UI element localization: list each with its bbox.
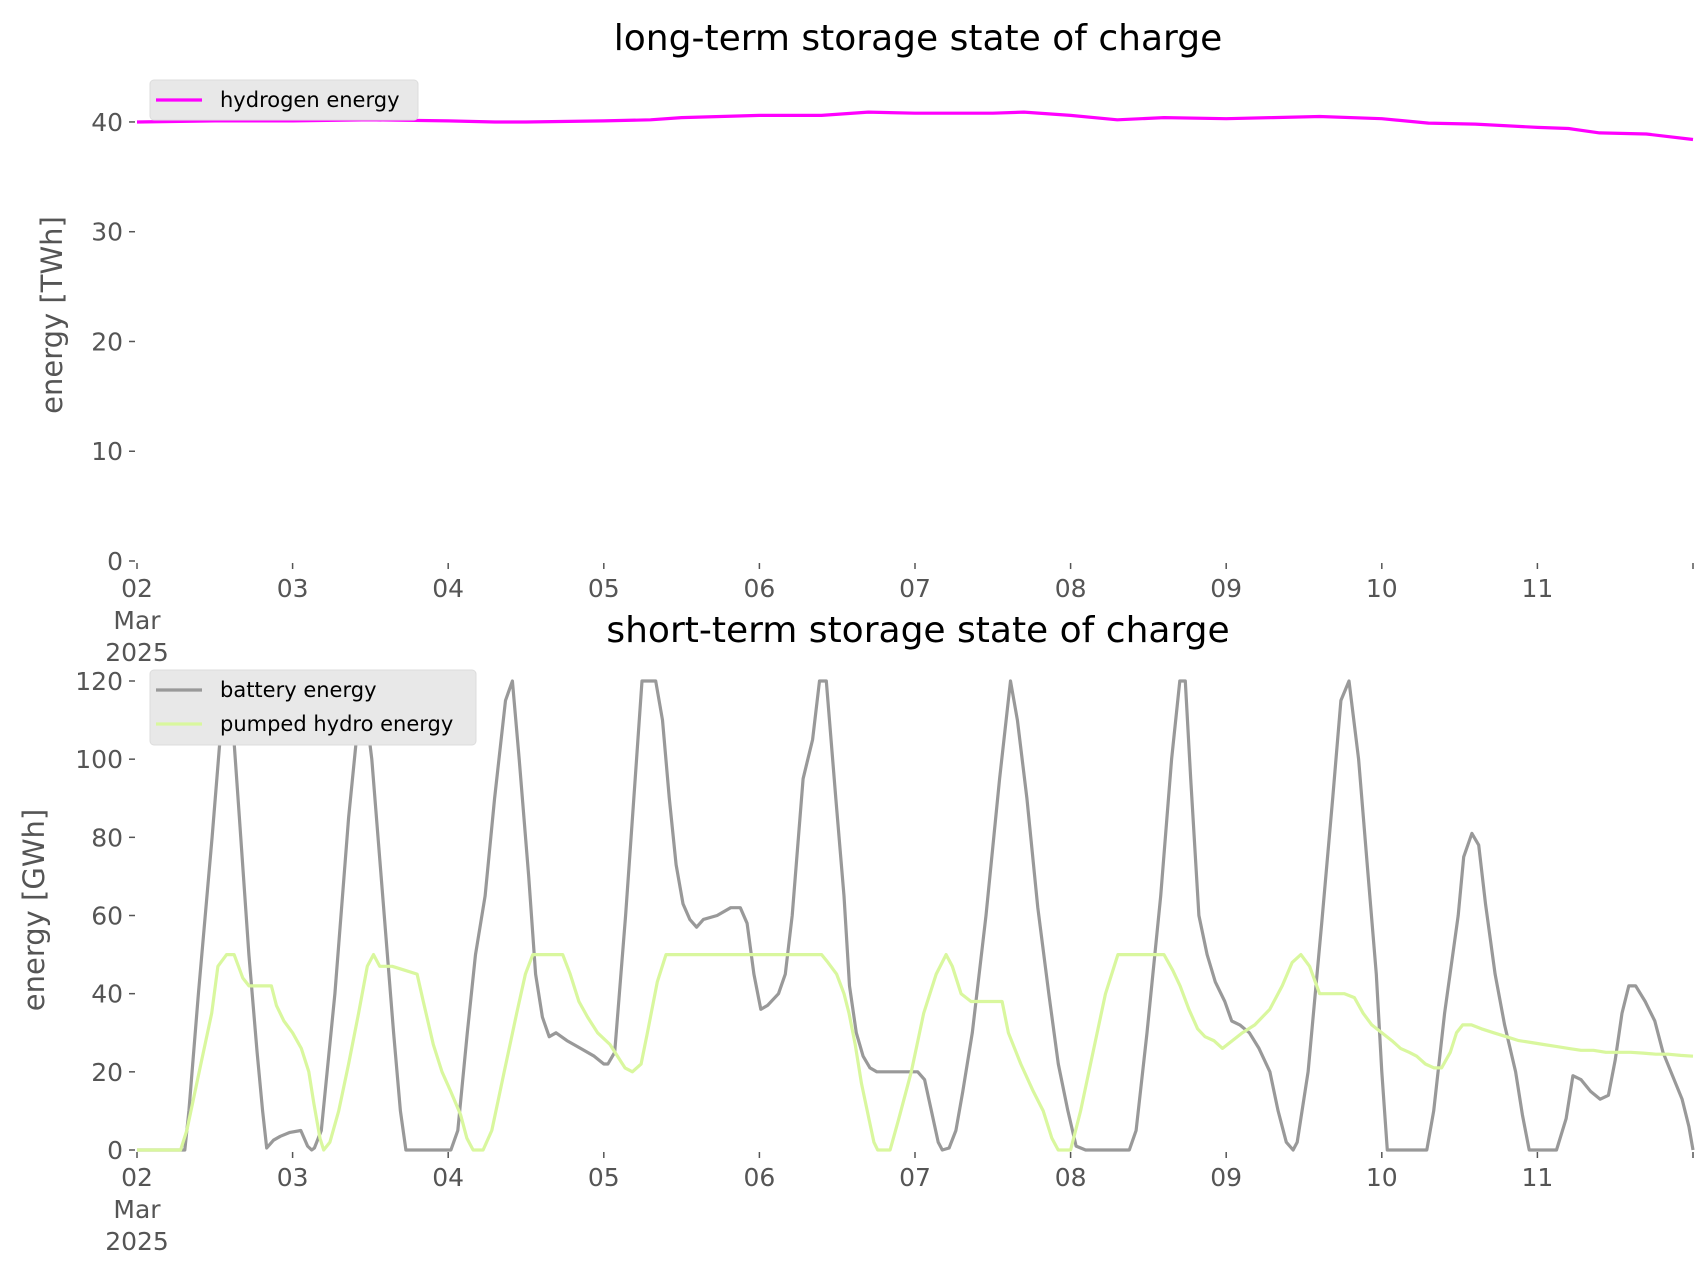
x-tick-label: 11 (1521, 574, 1553, 603)
series-line-0 (137, 679, 1695, 1152)
x-tick-label: 07 (899, 1163, 931, 1192)
x-tick-label: 05 (588, 574, 620, 603)
legend: hydrogen energy (149, 79, 419, 121)
x-tick-label: 04 (432, 1163, 464, 1192)
y-tick-label: 80 (91, 823, 123, 852)
x-tick-label: Mar (113, 606, 161, 635)
y-tick-label: 60 (91, 902, 123, 931)
y-ticks: 0 10 20 30 40 (91, 108, 135, 576)
y-ticks: 0 20 40 60 80 100 120 (75, 667, 135, 1165)
y-tick-label: 100 (75, 745, 123, 774)
y-tick-label: 40 (91, 108, 123, 137)
x-tick-label: 09 (1210, 574, 1242, 603)
x-tick-label: 02 (121, 1163, 153, 1192)
x-tick-label: 03 (277, 574, 309, 603)
y-tick-label: 10 (91, 437, 123, 466)
legend-box (149, 79, 419, 121)
x-tick-label: 08 (1055, 574, 1087, 603)
y-tick-label: 20 (91, 1058, 123, 1087)
x-tick-label: 10 (1366, 574, 1398, 603)
y-axis-label: energy [TWh] (35, 216, 69, 414)
x-tick-label: 2025 (105, 638, 169, 667)
x-tick-label: 02 (121, 574, 153, 603)
panel-long-term: long-term storage state of charge energy… (35, 18, 1694, 667)
chart-title: short-term storage state of charge (606, 610, 1229, 651)
y-axis-label: energy [GWh] (17, 809, 51, 1011)
legend: battery energy pumped hydro energy (149, 669, 477, 746)
y-tick-label: 0 (107, 547, 123, 576)
y-tick-label: 0 (107, 1136, 123, 1165)
legend-label: pumped hydro energy (220, 712, 453, 736)
x-tick-label: 10 (1366, 1163, 1398, 1192)
x-ticks: 02 Mar 2025 03 04 05 06 07 08 09 10 11 (105, 1152, 1694, 1256)
legend-box (149, 669, 477, 746)
y-tick-label: 30 (91, 218, 123, 247)
series-lines (136, 110, 1694, 142)
y-tick-label: 20 (91, 327, 123, 356)
legend-label: battery energy (220, 678, 377, 702)
x-tick-label: 06 (743, 574, 775, 603)
x-tick-label: 09 (1210, 1163, 1242, 1192)
series-lines (137, 679, 1695, 1152)
x-tick-label: 08 (1055, 1163, 1087, 1192)
x-tick-label: 04 (432, 574, 464, 603)
x-tick-label: 05 (588, 1163, 620, 1192)
series-line-0 (136, 110, 1694, 142)
legend-label: hydrogen energy (220, 88, 400, 112)
panel-short-term: short-term storage state of charge energ… (17, 610, 1695, 1256)
y-tick-label: 120 (75, 667, 123, 696)
x-tick-label: 2025 (105, 1227, 169, 1256)
x-tick-label: 03 (277, 1163, 309, 1192)
x-tick-label: Mar (113, 1195, 161, 1224)
x-tick-label: 07 (899, 574, 931, 603)
chart-title: long-term storage state of charge (614, 18, 1222, 59)
x-tick-label: 11 (1521, 1163, 1553, 1192)
x-ticks: 02 Mar 2025 03 04 05 06 07 08 09 10 11 (105, 563, 1694, 667)
y-tick-label: 40 (91, 980, 123, 1009)
x-tick-label: 06 (743, 1163, 775, 1192)
series-line-1 (137, 953, 1694, 1152)
